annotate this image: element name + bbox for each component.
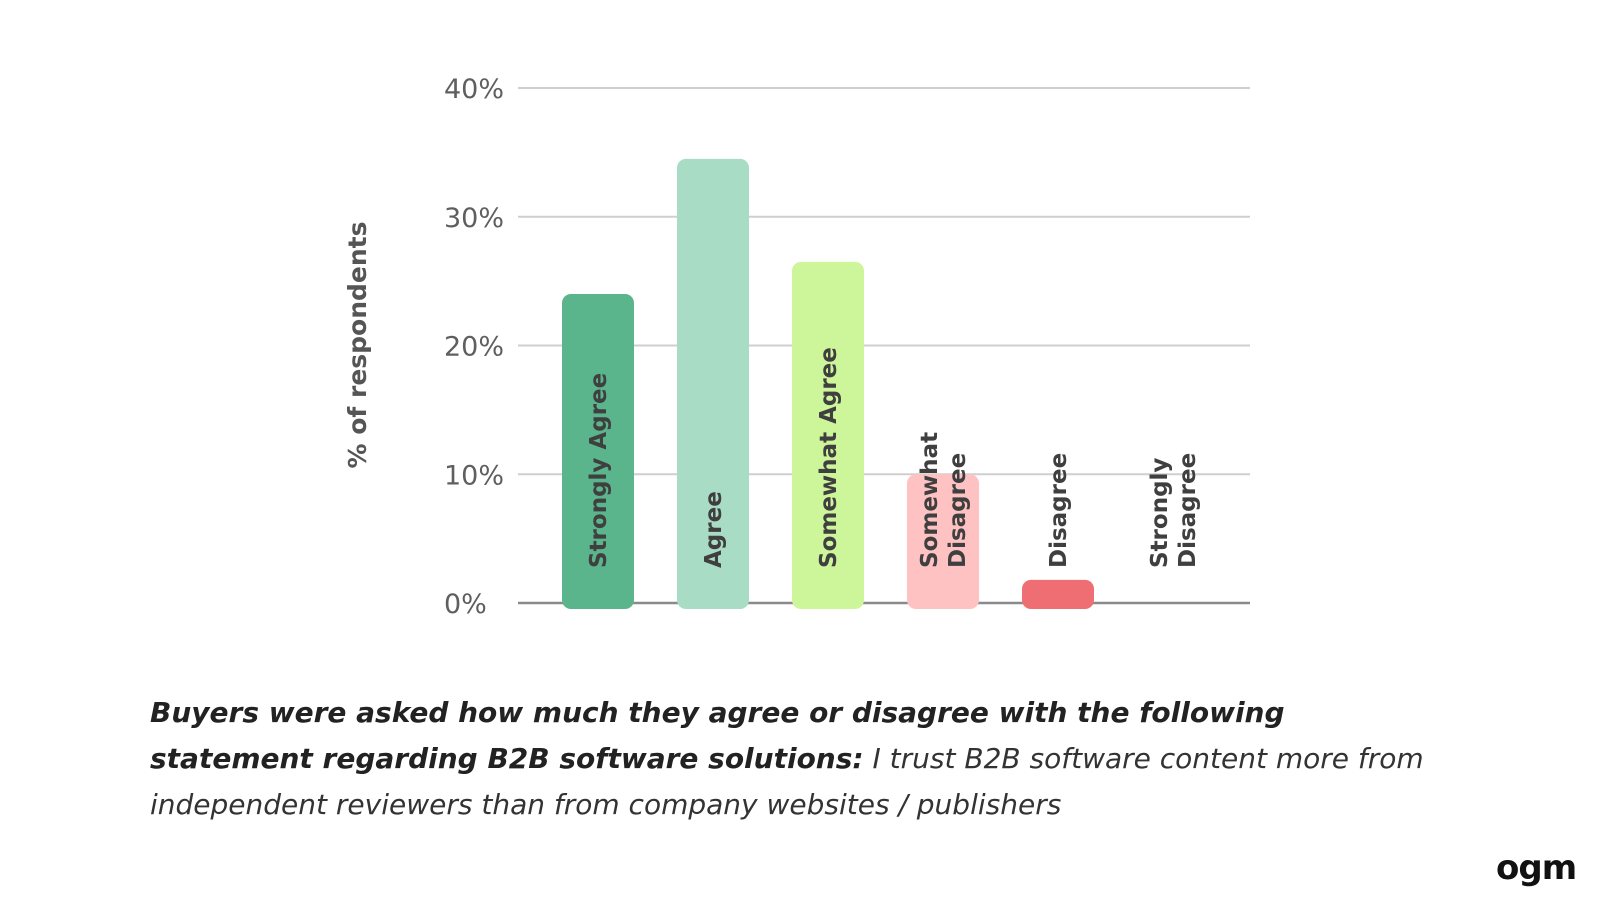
bar-labels: Strongly Agree Agree Somewhat Agree Somewha… <box>586 347 1201 568</box>
y-tick-label: 0% <box>444 589 487 620</box>
bar-label: Somewhat Agree <box>816 347 842 568</box>
y-tick-label: 40% <box>444 74 504 105</box>
bar-label: Strongly Agree <box>586 373 612 568</box>
ogm-logo: ogm <box>1496 848 1577 888</box>
bar-label: StronglyDisagree <box>1147 453 1201 568</box>
y-axis-title: % of respondents <box>343 221 372 468</box>
caption-question: Buyers were asked how much they agree or… <box>150 696 1285 775</box>
bar <box>677 158 749 609</box>
y-tick-label: 30% <box>444 203 504 234</box>
bar <box>907 474 979 609</box>
bar-label: Agree <box>701 491 727 568</box>
bars <box>562 158 1094 609</box>
chart-caption: Buyers were asked how much they agree or… <box>150 690 1430 828</box>
bar <box>792 261 864 609</box>
caption-statement: I trust B2B software content more from i… <box>150 742 1424 821</box>
y-tick-labels: 0% 10% 20% 30% 40% <box>444 74 504 620</box>
gridlines <box>518 87 1250 605</box>
bar-chart: 0% 10% 20% 30% 40% Strongly Agree Agree Somewh… <box>343 74 1250 620</box>
bar-label: SomewhatDisagree <box>917 432 971 568</box>
y-tick-label: 10% <box>444 460 504 491</box>
bar <box>562 294 634 609</box>
bar-label: Disagree <box>1046 453 1072 568</box>
y-tick-label: 20% <box>444 332 504 363</box>
bar <box>1022 579 1094 609</box>
